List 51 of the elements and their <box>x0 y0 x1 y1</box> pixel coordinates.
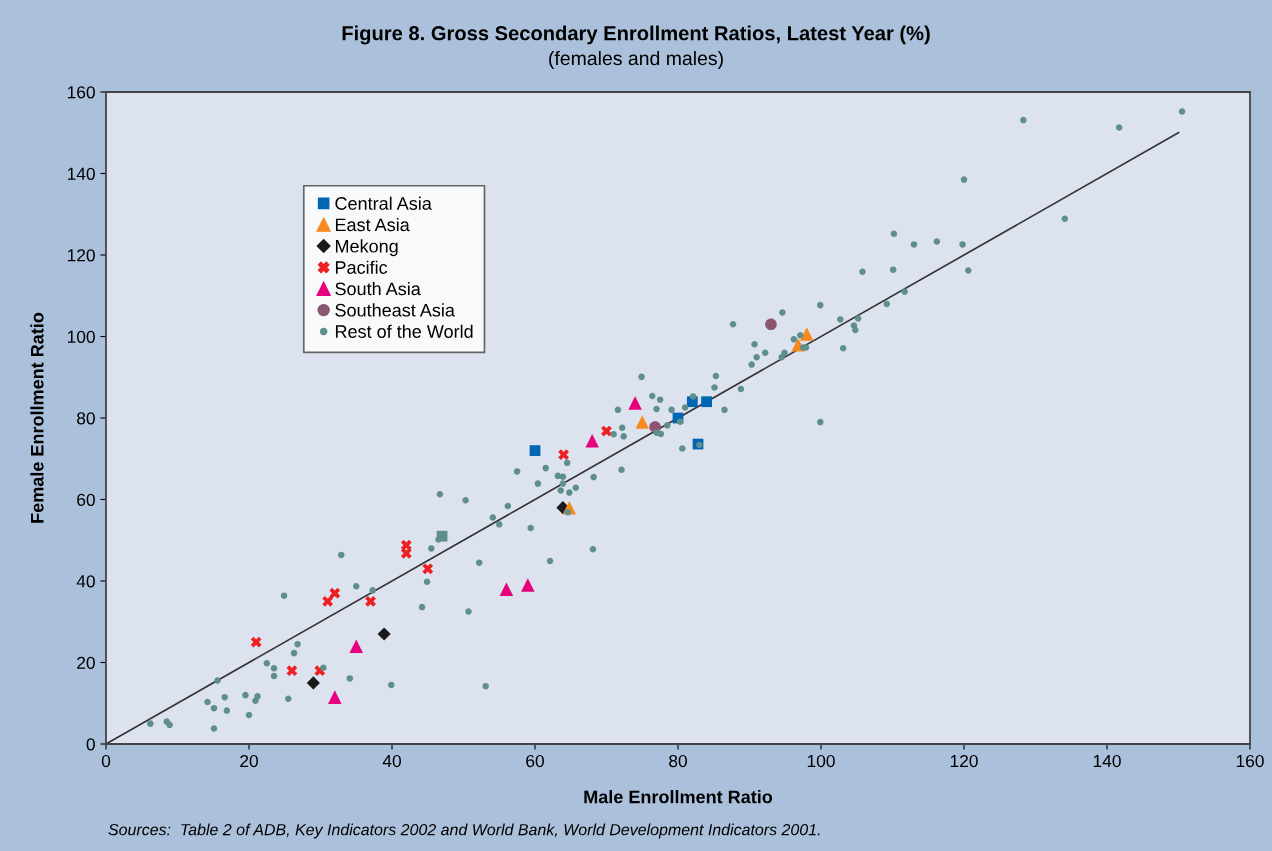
y-tick-label: 80 <box>77 412 95 425</box>
y-tick-label: 0 <box>86 738 95 751</box>
y-tick-label: 20 <box>77 656 95 669</box>
point <box>349 639 364 653</box>
point <box>529 445 541 456</box>
point <box>365 596 376 607</box>
y-tick-label: 100 <box>67 330 95 343</box>
legend-label: Rest of the World <box>335 324 473 338</box>
y-tick-label: 40 <box>76 575 95 588</box>
y-tick-label: 160 <box>67 86 95 99</box>
y-tick-label: 60 <box>77 493 95 506</box>
x-tick-label: 120 <box>950 754 978 768</box>
point <box>499 582 514 596</box>
point <box>628 396 642 410</box>
point <box>635 415 650 429</box>
point <box>701 396 712 408</box>
x-tick-label: 160 <box>1236 754 1264 768</box>
chart-title: Figure 8. Gross Secondary Enrollment Ratios, Latest Year (%) <box>342 25 930 45</box>
point <box>558 449 569 461</box>
point <box>328 690 342 704</box>
legend-label: Central Asia <box>335 196 432 210</box>
legend-label: East Asia <box>335 217 410 232</box>
point <box>601 425 612 437</box>
y-axis-title: Female Enrollment Ratio <box>30 312 44 523</box>
x-tick-label: 60 <box>526 754 544 768</box>
legend-label: Pacific <box>335 260 388 274</box>
source-note: Sources: Table 2 of ADB, Key Indicators 2002 and World Bank, World Development Indicators 2001. <box>108 823 820 839</box>
point <box>329 587 341 599</box>
y-tick-label: 140 <box>67 167 95 180</box>
x-tick-label: 80 <box>669 754 687 768</box>
point <box>306 676 320 690</box>
x-tick-label: 40 <box>382 754 401 768</box>
point <box>422 563 434 575</box>
x-tick-label: 20 <box>240 754 258 768</box>
x-tick-label: 0 <box>101 754 111 768</box>
legend-label: South Asia <box>335 282 421 296</box>
point <box>765 318 777 331</box>
point <box>250 636 262 648</box>
x-tick-label: 140 <box>1093 754 1121 768</box>
point <box>322 596 334 607</box>
y-tick-label: 120 <box>67 249 95 262</box>
legend-label: Mekong <box>335 239 398 257</box>
chart-subtitle: (females and males) <box>549 50 723 70</box>
point <box>377 627 391 641</box>
legend-label: Southeast Asia <box>335 303 455 317</box>
point <box>585 434 599 448</box>
point <box>799 327 814 341</box>
x-tick-label: 100 <box>807 754 835 768</box>
point <box>286 665 298 677</box>
x-axis-title: Male Enrollment Ratio <box>584 790 773 804</box>
point <box>521 578 535 592</box>
